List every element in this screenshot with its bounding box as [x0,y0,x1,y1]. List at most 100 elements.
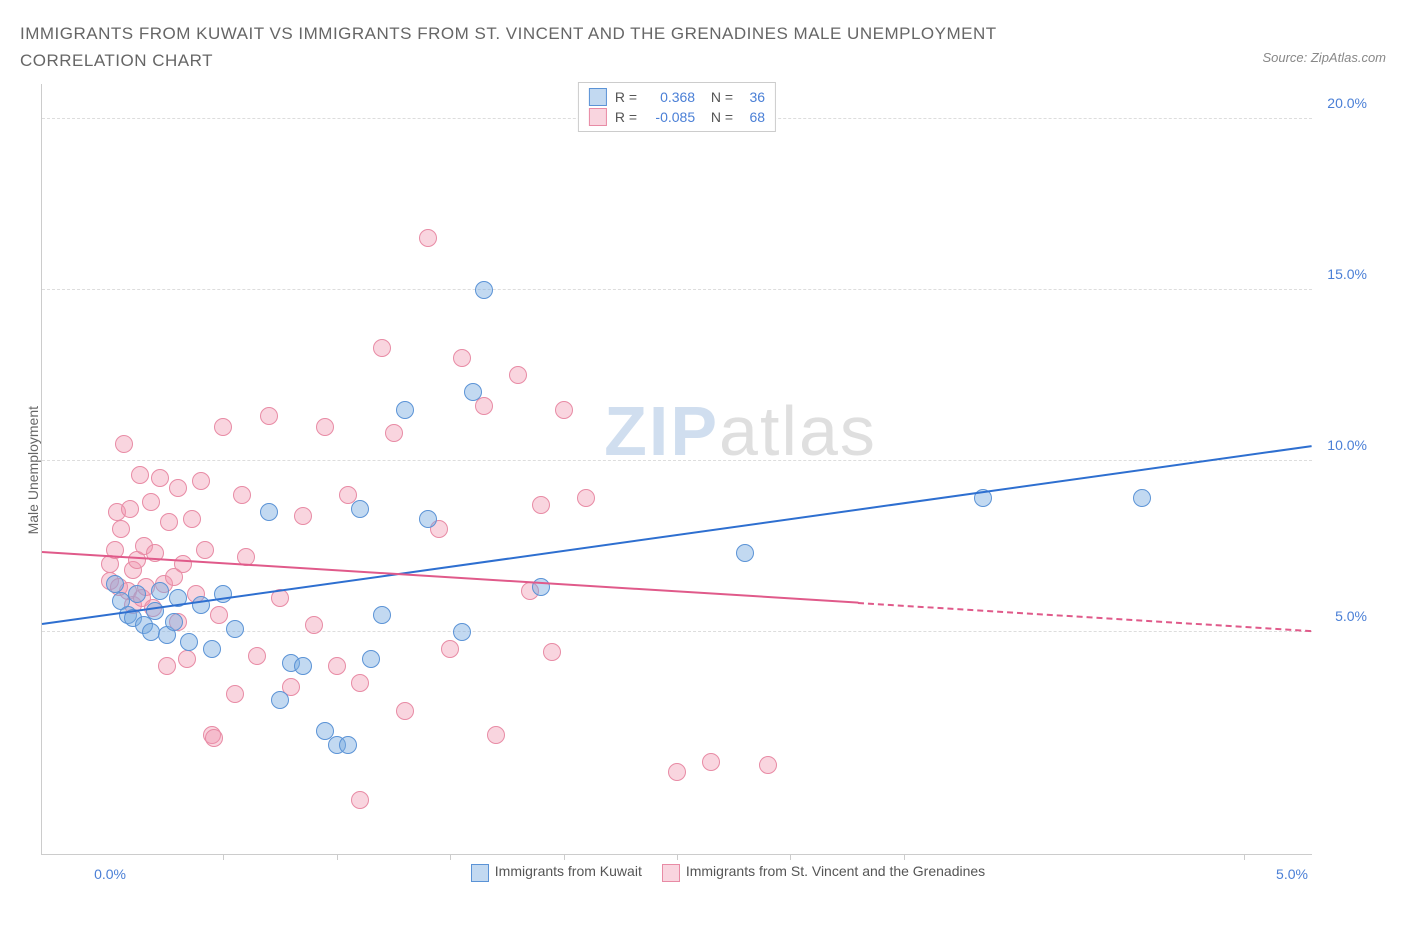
stats-legend-box: R = 0.368 N = 36R = -0.085 N = 68 [578,82,776,132]
scatter-point-stvincent [178,650,196,668]
scatter-point-stvincent [226,685,244,703]
scatter-point-kuwait [339,736,357,754]
scatter-point-kuwait [475,281,493,299]
scatter-point-stvincent [759,756,777,774]
scatter-point-stvincent [668,763,686,781]
scatter-point-kuwait [1133,489,1151,507]
scatter-point-stvincent [151,469,169,487]
scatter-point-stvincent [196,541,214,559]
scatter-point-stvincent [396,702,414,720]
swatch-icon [589,88,607,106]
scatter-point-stvincent [577,489,595,507]
stat-r-label: R = [615,109,637,125]
scatter-point-kuwait [214,585,232,603]
trend-line [858,602,1312,632]
scatter-point-stvincent [532,496,550,514]
scatter-point-stvincent [174,555,192,573]
chart-container: IMMIGRANTS FROM KUWAIT VS IMMIGRANTS FRO… [20,20,1386,882]
scatter-point-stvincent [183,510,201,528]
swatch-icon [471,864,489,882]
chart-title: IMMIGRANTS FROM KUWAIT VS IMMIGRANTS FRO… [20,20,1120,74]
scatter-point-stvincent [385,424,403,442]
watermark-zip: ZIP [604,392,719,470]
scatter-point-kuwait [192,596,210,614]
scatter-point-stvincent [441,640,459,658]
x-tick [337,854,338,860]
scatter-point-stvincent [112,520,130,538]
stat-r-value: -0.085 [645,109,695,125]
scatter-point-stvincent [115,435,133,453]
scatter-point-stvincent [233,486,251,504]
x-tick [564,854,565,860]
y-tick-label: 15.0% [1327,266,1367,282]
y-axis-label: Male Unemployment [20,406,41,534]
x-tick [450,854,451,860]
scatter-point-kuwait [453,623,471,641]
x-tick [1244,854,1245,860]
scatter-point-kuwait [396,401,414,419]
scatter-point-stvincent [509,366,527,384]
y-tick-label: 5.0% [1335,608,1367,624]
scatter-point-stvincent [543,643,561,661]
x-tick [904,854,905,860]
scatter-point-kuwait [128,585,146,603]
watermark-atlas: atlas [719,392,877,470]
legend-label-stvincent: Immigrants from St. Vincent and the Gren… [686,863,985,879]
scatter-point-stvincent [131,466,149,484]
scatter-point-kuwait [271,691,289,709]
scatter-point-stvincent [487,726,505,744]
stats-row-stvincent: R = -0.085 N = 68 [589,107,765,127]
header: IMMIGRANTS FROM KUWAIT VS IMMIGRANTS FRO… [20,20,1386,74]
scatter-point-stvincent [248,647,266,665]
scatter-point-stvincent [351,791,369,809]
bottom-legend: Immigrants from Kuwait Immigrants from St… [20,863,1386,881]
scatter-point-kuwait [736,544,754,562]
scatter-point-stvincent [260,407,278,425]
x-tick [677,854,678,860]
stat-n-value: 36 [741,89,765,105]
gridline [42,289,1312,290]
y-tick-label: 10.0% [1327,437,1367,453]
scatter-point-stvincent [702,753,720,771]
legend-label-kuwait: Immigrants from Kuwait [495,863,642,879]
scatter-point-kuwait [351,500,369,518]
scatter-point-kuwait [226,620,244,638]
scatter-point-kuwait [180,633,198,651]
scatter-point-kuwait [373,606,391,624]
scatter-point-stvincent [351,674,369,692]
scatter-point-kuwait [151,582,169,600]
swatch-icon [589,108,607,126]
gridline [42,460,1312,461]
scatter-point-kuwait [294,657,312,675]
scatter-point-stvincent [142,493,160,511]
scatter-point-stvincent [205,729,223,747]
scatter-point-stvincent [419,229,437,247]
y-tick-label: 20.0% [1327,95,1367,111]
chart-body: Male Unemployment ZIPatlas R = 0.368 N =… [20,84,1386,855]
stat-r-value: 0.368 [645,89,695,105]
scatter-point-stvincent [160,513,178,531]
scatter-point-stvincent [294,507,312,525]
scatter-point-stvincent [121,500,139,518]
scatter-point-kuwait [106,575,124,593]
swatch-icon [662,864,680,882]
scatter-point-stvincent [373,339,391,357]
x-tick [790,854,791,860]
scatter-point-kuwait [362,650,380,668]
scatter-point-stvincent [210,606,228,624]
x-tick-label: 0.0% [94,866,126,882]
scatter-point-kuwait [419,510,437,528]
x-tick-label: 5.0% [1276,866,1308,882]
scatter-point-stvincent [453,349,471,367]
plot-area: ZIPatlas R = 0.368 N = 36R = -0.085 N = … [41,84,1312,855]
scatter-point-kuwait [165,613,183,631]
scatter-point-stvincent [305,616,323,634]
source-attribution: Source: ZipAtlas.com [1262,50,1386,65]
trend-line [42,445,1312,625]
scatter-point-stvincent [214,418,232,436]
scatter-point-stvincent [169,479,187,497]
scatter-point-stvincent [316,418,334,436]
scatter-point-kuwait [260,503,278,521]
scatter-point-kuwait [464,383,482,401]
stat-r-label: R = [615,89,637,105]
